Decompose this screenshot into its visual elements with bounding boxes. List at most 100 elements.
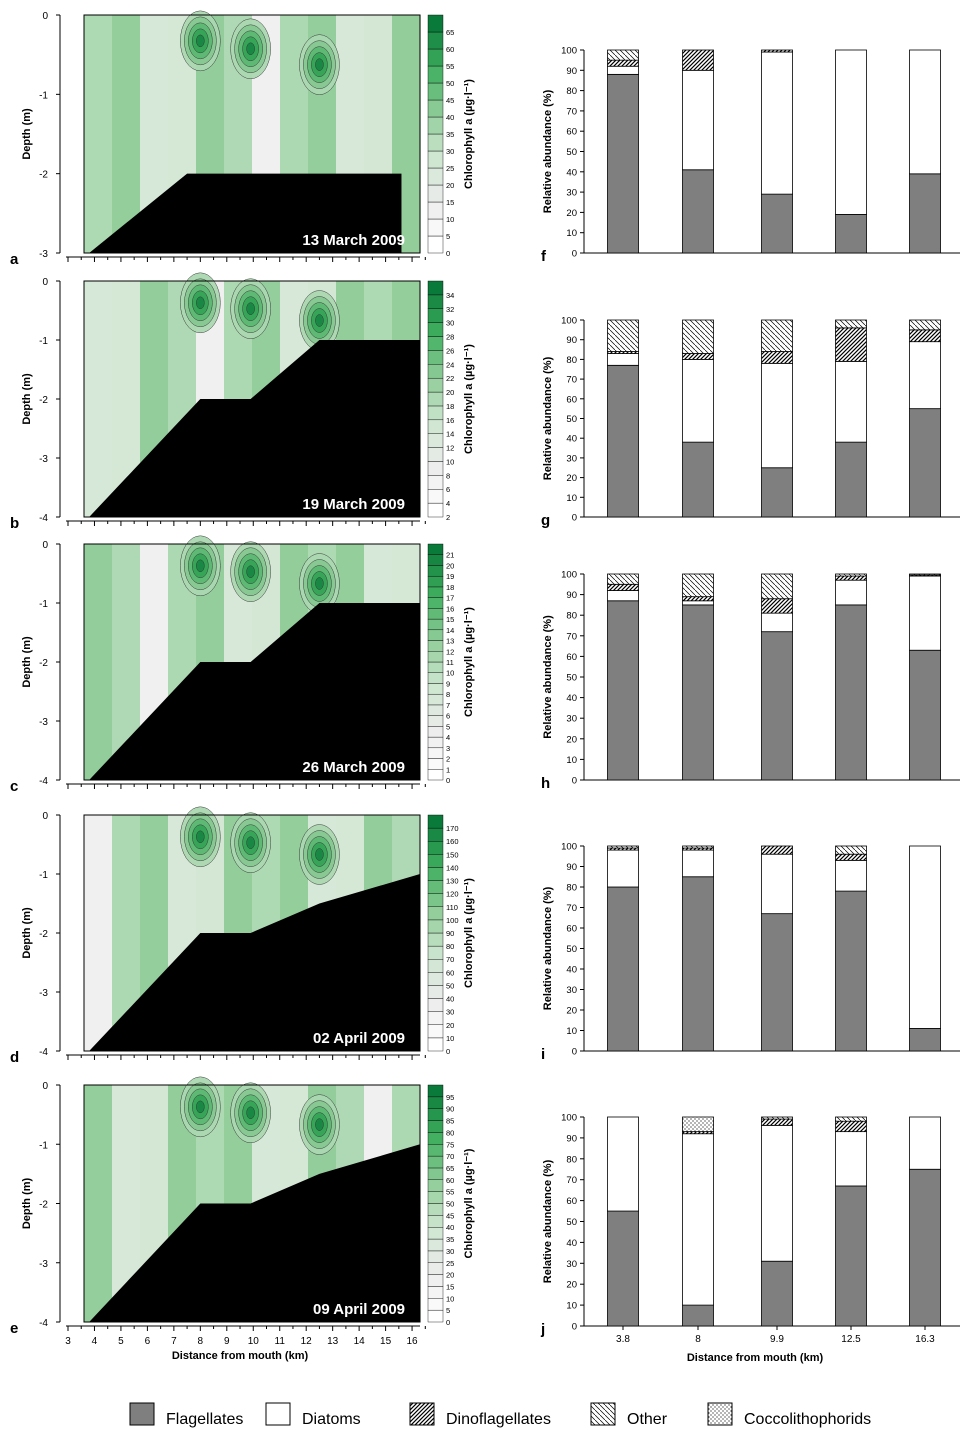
colorbar-swatch (427, 1024, 444, 1039)
y-tick-label: 20 (566, 734, 577, 745)
bar-dinoflagellates (761, 351, 793, 364)
bar-other (835, 319, 867, 329)
chlorophyll-field (112, 15, 141, 253)
y-tick-label: 40 (566, 434, 577, 445)
bar-dinoflagellates (607, 583, 639, 591)
x-tick-label: 16 (406, 1336, 418, 1347)
colorbar-tick-label: 160 (446, 837, 459, 846)
y-tick-label: -2 (39, 1200, 48, 1211)
colorbar-tick-label: 26 (446, 346, 454, 355)
colorbar-swatch (427, 597, 444, 609)
colorbar-tick-label: 50 (446, 981, 454, 990)
y-tick-label: 100 (561, 842, 577, 853)
bar-flagellates (761, 631, 793, 781)
colorbar-swatch (427, 14, 444, 33)
x-tick-label: 10 (248, 1336, 260, 1347)
y-tick-label: 30 (566, 1259, 577, 1270)
colorbar-tick-label: 20 (446, 561, 454, 570)
bar-diatoms (909, 341, 941, 410)
colorbar-swatch (427, 693, 444, 706)
y-axis-label: Relative abundance (%) (542, 356, 554, 480)
colorbar-tick-label: 6 (446, 485, 450, 494)
colorbar-tick-label: 17 (446, 594, 454, 603)
colorbar-label: Chlorophyll a (µg·l⁻¹) (463, 878, 475, 988)
y-tick-label: 0 (572, 249, 577, 260)
y-axis-label: Depth (m) (21, 373, 33, 425)
y-tick-label: 10 (566, 1026, 577, 1037)
colorbar-tick-label: 2 (446, 513, 450, 522)
bar-flagellates (835, 214, 867, 254)
colorbar-swatch (427, 350, 444, 365)
y-tick-label: 70 (566, 375, 577, 386)
contour-line (196, 1100, 205, 1114)
bar-diatoms (761, 853, 793, 915)
bar-diatoms (682, 1133, 714, 1306)
y-tick-label: 40 (566, 1238, 577, 1249)
y-tick-label: 100 (561, 1113, 577, 1124)
y-tick-label: -3 (39, 988, 48, 999)
colorbar-swatch (427, 433, 444, 448)
colorbar-swatch (427, 1309, 444, 1323)
date-label: 26 March 2009 (302, 759, 405, 776)
x-tick-label: 15 (380, 1336, 392, 1347)
bar-flagellates (835, 890, 867, 1052)
colorbar-tick-label: 140 (446, 863, 459, 872)
colorbar-tick-label: 10 (446, 457, 454, 466)
x-tick-label: 8 (198, 1336, 204, 1347)
y-tick-label: 0 (42, 811, 48, 822)
colorbar-tick-label: 19 (446, 572, 454, 581)
colorbar-swatch (427, 1274, 444, 1287)
colorbar-tick-label: 30 (446, 147, 454, 156)
colorbar-tick-label: 65 (446, 1164, 454, 1173)
x-tick-label: 6 (145, 1336, 151, 1347)
colorbar-swatch (427, 1084, 444, 1098)
bar-dinoflagellates (761, 598, 793, 614)
bar-dinoflagellates (835, 853, 867, 861)
colorbar-swatch (427, 769, 444, 781)
y-axis-label: Depth (m) (21, 907, 33, 959)
colorbar-tick-label: 10 (446, 1034, 454, 1043)
colorbar-tick-label: 5 (446, 232, 450, 241)
bar-diatoms (761, 612, 793, 633)
legend-label-cocco: Coccolithophorids (744, 1411, 871, 1428)
y-tick-label: 30 (566, 188, 577, 199)
contour-line (196, 296, 205, 310)
bar-diatoms (607, 849, 639, 888)
contour-panel-a: 0 -1 -2 -3 Depth (m) 13 March 2009 a 0 5 10 15 20 25… (10, 10, 475, 268)
x-tick-label: 8 (695, 1334, 701, 1345)
colorbar-tick-label: 25 (446, 1259, 454, 1268)
colorbar-label: Chlorophyll a (µg·l⁻¹) (463, 607, 475, 717)
legend-label-other: Other (627, 1411, 668, 1428)
colorbar-tick-label: 14 (446, 430, 454, 439)
chlorophyll-field (84, 15, 113, 253)
plot-frame (83, 280, 421, 518)
y-tick-label: 60 (566, 127, 577, 138)
colorbar-swatch (427, 294, 444, 309)
colorbar-swatch (427, 661, 444, 673)
bar-flagellates (909, 1028, 941, 1052)
y-tick-label: 70 (566, 631, 577, 642)
colorbar-tick-label: 16 (446, 604, 454, 613)
colorbar-tick-label: 10 (446, 1294, 454, 1303)
colorbar-swatch (427, 461, 444, 476)
panel-letter: d (10, 1049, 19, 1066)
y-tick-label: 10 (566, 493, 577, 504)
colorbar-swatch (427, 308, 444, 323)
bar-diatoms (909, 575, 941, 651)
colorbar-swatch (427, 31, 444, 50)
y-tick-label: 0 (572, 776, 577, 787)
colorbar-label: Chlorophyll a (µg·l⁻¹) (463, 1148, 475, 1258)
date-label: 13 March 2009 (302, 232, 405, 249)
bar-other (682, 573, 714, 598)
y-tick-label: -3 (39, 1259, 48, 1270)
colorbar-tick-label: 3 (446, 744, 450, 753)
colorbar-tick-label: 18 (446, 402, 454, 411)
colorbar-swatch (427, 1155, 444, 1169)
y-tick-label: -2 (39, 658, 48, 669)
y-tick-label: 0 (42, 11, 48, 22)
bar-dinoflagellates (761, 845, 793, 855)
legend-swatch-dino (409, 1402, 435, 1426)
colorbar-tick-label: 34 (446, 291, 454, 300)
